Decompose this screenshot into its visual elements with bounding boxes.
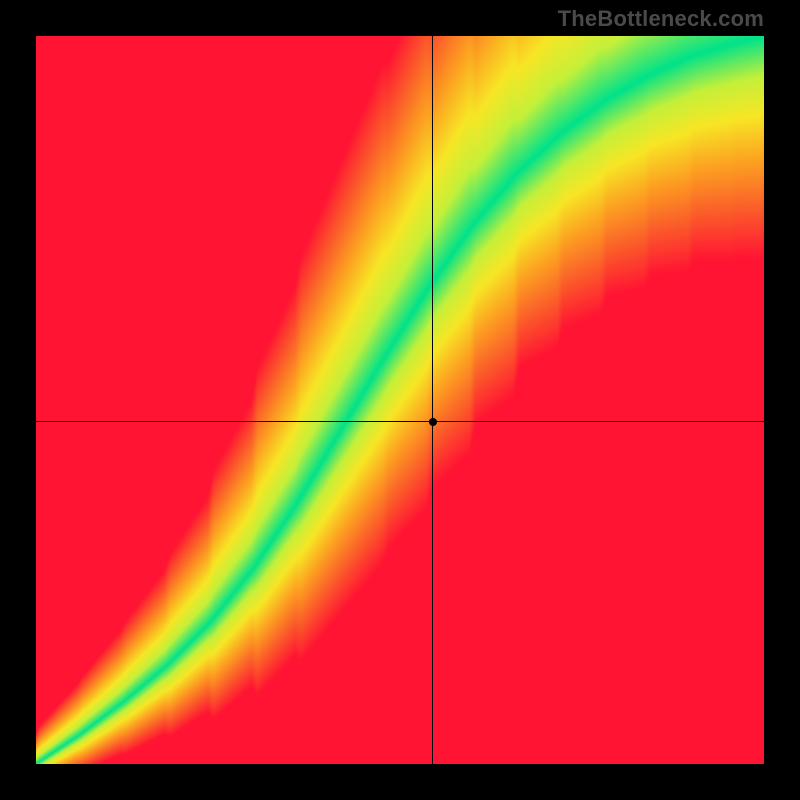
crosshair-marker	[429, 418, 437, 426]
crosshair-horizontal	[36, 421, 764, 422]
heatmap-canvas	[36, 36, 764, 764]
plot-area	[36, 36, 764, 764]
crosshair-vertical	[432, 36, 433, 764]
watermark-text: TheBottleneck.com	[558, 6, 764, 32]
